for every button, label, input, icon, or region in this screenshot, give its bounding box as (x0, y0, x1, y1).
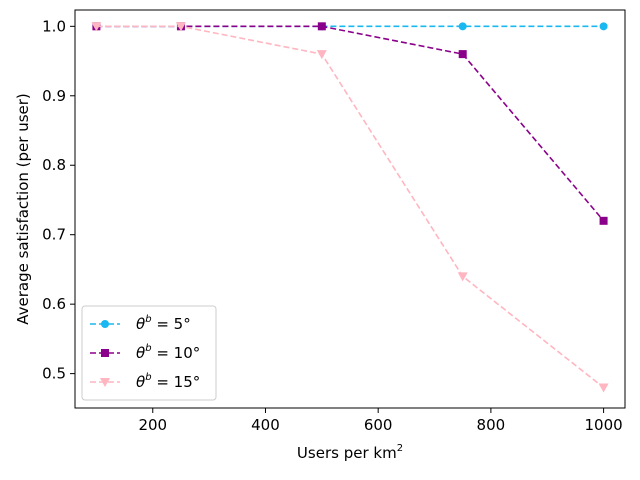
x-axis-label: Users per km2 (297, 443, 403, 462)
series-2 (92, 22, 608, 225)
x-tick-label: 800 (477, 416, 506, 434)
y-tick-label: 0.7 (42, 226, 66, 244)
legend-marker (101, 320, 109, 328)
y-tick-label: 0.9 (42, 87, 66, 105)
legend-marker (101, 349, 109, 357)
data-point (599, 22, 608, 31)
x-tick-label: 200 (138, 416, 167, 434)
y-axis-label: Average satisfaction (per user) (14, 93, 32, 325)
data-point (458, 50, 467, 59)
x-tick-label: 400 (251, 416, 280, 434)
y-tick-label: 0.5 (42, 365, 66, 383)
legend-marker (100, 378, 110, 387)
series-line (96, 25, 605, 222)
x-axis-ticks: 200 400 600 800 1000 (138, 408, 623, 434)
legend-label: θb = 10° (136, 343, 200, 362)
y-tick-label: 0.8 (42, 156, 66, 174)
x-tick-label: 1000 (584, 416, 622, 434)
x-tick-label: 600 (364, 416, 393, 434)
data-point (599, 216, 608, 225)
y-tick-label: 1.0 (42, 17, 66, 35)
legend: θb = 5° θb = 10° θb = 15° (81, 305, 217, 401)
data-point (91, 22, 102, 32)
data-point (458, 22, 467, 31)
data-point (317, 22, 326, 31)
y-tick-label: 0.6 (42, 295, 66, 313)
legend-label: θb = 15° (136, 372, 200, 391)
axes-frame (74, 9, 626, 409)
legend-label: θb = 5° (136, 314, 191, 333)
y-axis-ticks: 0.5 0.6 0.7 0.8 0.9 1.0 (42, 17, 75, 383)
legend-box (81, 305, 217, 401)
data-point (598, 383, 609, 393)
data-point (316, 50, 327, 60)
legend-item: θb = 5° (90, 314, 191, 333)
legend-item: θb = 15° (90, 372, 200, 391)
data-point (457, 272, 468, 282)
legend-item: θb = 10° (90, 343, 200, 362)
data-point (175, 22, 186, 32)
series-3 (91, 22, 609, 393)
plot-area (91, 22, 609, 393)
